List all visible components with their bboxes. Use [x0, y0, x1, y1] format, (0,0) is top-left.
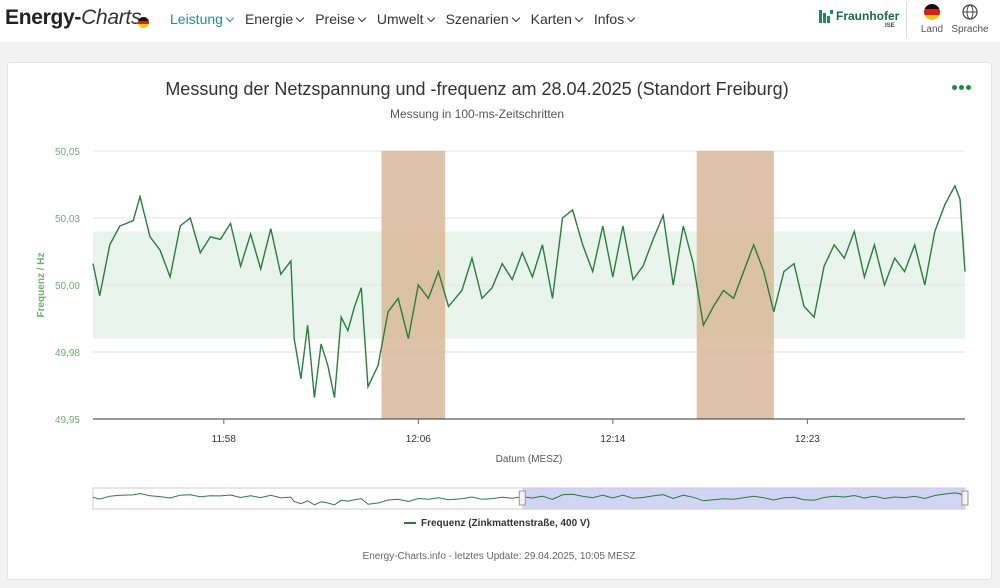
y-tick-label: 50,05: [55, 147, 80, 158]
y-tick-label: 50,03: [55, 214, 80, 225]
energy-charts-logo[interactable]: Energy-Charts: [5, 6, 141, 30]
range-navigator[interactable]: [92, 487, 969, 510]
nav-item-umwelt[interactable]: Umwelt: [376, 11, 435, 27]
nav-item-infos[interactable]: Infos: [593, 11, 636, 27]
x-tick-label: 11:58: [212, 434, 237, 445]
main-nav: Leistung Energie Preise Umwelt Szenarien Kart…: [170, 11, 646, 27]
fraunhofer-logo[interactable]: Fraunhofer ISE: [819, 9, 899, 33]
chart-title: Messung der Netzspannung und -frequenz a…: [165, 79, 788, 99]
sprache-selector[interactable]: Sprache: [950, 4, 990, 35]
nav-item-label: Preise: [315, 11, 355, 27]
more-dots-icon[interactable]: [952, 85, 971, 90]
globe-icon: [962, 4, 978, 20]
top-navigation-bar: Energy-Charts Leistung Energie Preise Umwel…: [0, 0, 1000, 42]
nav-item-label: Szenarien: [445, 11, 509, 27]
nav-item-label: Energie: [244, 11, 294, 27]
nav-item-karten[interactable]: Karten: [530, 11, 584, 27]
sprache-label: Sprache: [951, 24, 989, 35]
navigator-selection: [522, 488, 965, 509]
highlight-range: [696, 151, 774, 419]
x-axis-label: Datum (MESZ): [496, 454, 563, 465]
navigator-series-line: [92, 492, 966, 506]
legend-label: Frequenz (Zinkmattenstraße, 400 V): [421, 518, 590, 529]
chart-subtitle: Messung in 100-ms-Zeitschritten: [390, 107, 564, 121]
x-tick-label: 12:06: [406, 434, 431, 445]
nav-item-label: Leistung: [170, 11, 223, 27]
fraunhofer-name: Fraunhofer: [836, 9, 900, 23]
nav-item-leistung[interactable]: Leistung: [170, 11, 235, 27]
land-selector[interactable]: Land: [918, 4, 946, 35]
y-tick-label: 49,98: [55, 348, 80, 359]
legend-item[interactable]: Frequenz (Zinkmattenstraße, 400 V): [404, 518, 590, 529]
logo-main-text: Energy-: [5, 6, 82, 29]
x-tick-label: 12:14: [600, 434, 625, 445]
germany-flag-icon: [138, 17, 149, 28]
y-tick-label: 49,95: [55, 415, 80, 426]
logo-sub-text: Charts: [81, 6, 142, 29]
x-tick-label: 12:23: [795, 434, 820, 445]
fraunhofer-ise: ISE: [885, 23, 895, 29]
nav-item-label: Infos: [593, 11, 625, 27]
header-divider: [906, 2, 907, 38]
navigator-handle[interactable]: [518, 490, 526, 506]
footer-update-text: Energy-Charts.info - letztes Update: 29.…: [363, 551, 636, 562]
navigator-handle[interactable]: [961, 490, 969, 506]
germany-flag-icon: [924, 4, 940, 20]
fraunhofer-mark-icon: [819, 10, 833, 23]
nav-item-szenarien[interactable]: Szenarien: [445, 11, 520, 27]
nav-item-preise[interactable]: Preise: [315, 11, 367, 27]
y-axis-label: Frequenz / Hz: [36, 252, 47, 317]
land-label: Land: [920, 24, 944, 35]
highlight-range: [381, 151, 446, 419]
nav-item-label: Karten: [530, 11, 572, 27]
y-tick-label: 50,00: [55, 281, 80, 292]
frequency-series-line: [92, 184, 966, 398]
nav-item-energie[interactable]: Energie: [244, 11, 305, 27]
nav-item-label: Umwelt: [376, 11, 424, 27]
